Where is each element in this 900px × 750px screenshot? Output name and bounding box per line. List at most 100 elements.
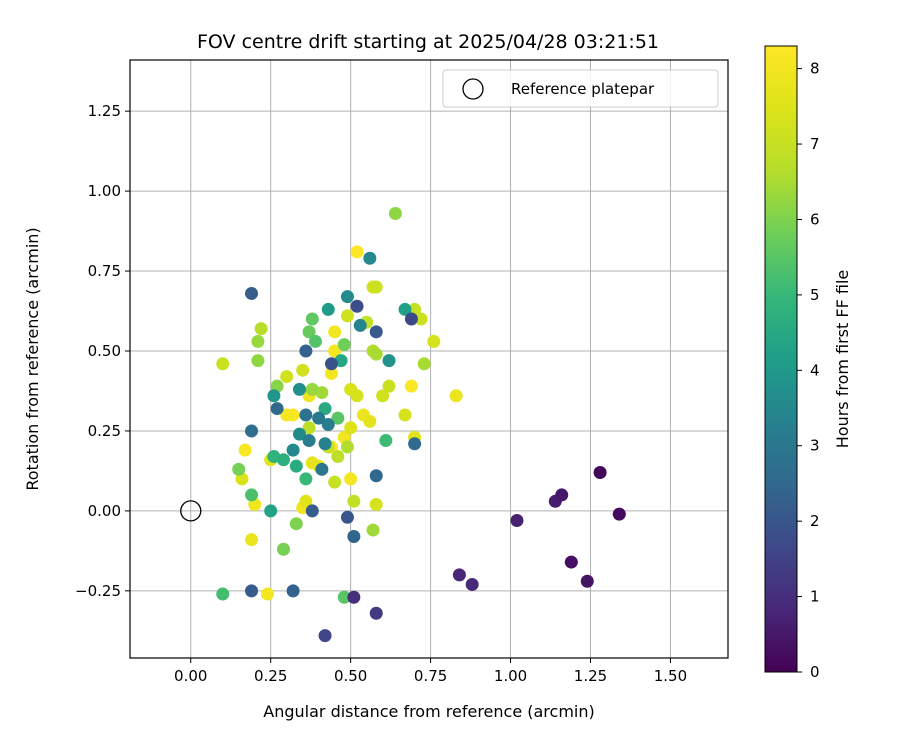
data-point — [251, 354, 265, 368]
data-point — [318, 629, 332, 643]
data-point — [353, 318, 367, 332]
data-point — [369, 280, 383, 294]
data-point — [510, 513, 524, 527]
data-point — [404, 312, 418, 326]
legend-box — [442, 69, 719, 108]
data-point — [350, 245, 364, 259]
data-point — [216, 357, 230, 371]
data-point — [324, 357, 338, 371]
data-point — [347, 529, 361, 543]
data-point — [331, 411, 345, 425]
legend-reference-marker — [462, 78, 484, 100]
data-point — [245, 584, 259, 598]
data-point — [308, 334, 322, 348]
y-tick-label: −0.25 — [75, 582, 121, 600]
colorbar-tick-label: 2 — [810, 512, 820, 530]
data-point — [376, 389, 390, 403]
data-point — [299, 472, 313, 486]
data-point — [299, 494, 313, 508]
data-point — [296, 363, 310, 377]
x-tick-label: 1.00 — [494, 667, 527, 685]
data-point — [305, 312, 319, 326]
data-point — [388, 206, 402, 220]
data-point — [328, 344, 342, 358]
colorbar-tick-label: 5 — [810, 286, 820, 304]
data-point — [299, 344, 313, 358]
data-point — [302, 421, 316, 435]
chart-title: FOV centre drift starting at 2025/04/28 … — [197, 31, 659, 53]
data-point — [398, 408, 412, 422]
data-point — [280, 370, 294, 384]
data-point — [292, 382, 306, 396]
reference-marker — [180, 500, 202, 522]
data-point — [417, 357, 431, 371]
data-point — [286, 443, 300, 457]
data-point — [270, 402, 284, 416]
plot-frame — [129, 59, 729, 659]
data-point — [366, 523, 380, 537]
data-point — [289, 459, 303, 473]
y-tick-label: 0.00 — [88, 502, 121, 520]
colorbar-ticks: 0 1 2 3 4 5 6 7 8 — [797, 60, 820, 681]
data-point — [245, 488, 259, 502]
data-point — [280, 408, 294, 422]
data-point — [340, 510, 354, 524]
data-point — [344, 472, 358, 486]
data-point — [369, 325, 383, 339]
x-tick-label: 0.50 — [334, 667, 367, 685]
data-point — [302, 434, 316, 448]
data-point — [427, 334, 441, 348]
data-point — [318, 402, 332, 416]
data-point — [216, 587, 230, 601]
data-point — [465, 577, 479, 591]
y-tick-label: 0.25 — [88, 422, 121, 440]
x-tick-label: 0.00 — [174, 667, 207, 685]
data-point — [369, 606, 383, 620]
data-point — [340, 440, 354, 454]
data-point — [580, 574, 594, 588]
data-point — [612, 507, 626, 521]
data-point — [324, 366, 338, 380]
data-point — [267, 389, 281, 403]
data-point — [305, 456, 319, 470]
colorbar-tick-label: 1 — [810, 588, 820, 606]
x-tick-label: 1.50 — [654, 667, 687, 685]
data-point — [452, 568, 466, 582]
data-point — [328, 475, 342, 489]
x-axis-ticks: 0.00 0.25 0.50 0.75 1.00 1.25 1.50 — [174, 658, 687, 685]
data-point — [302, 325, 316, 339]
colorbar-tick-label: 8 — [810, 60, 820, 78]
x-axis-label: Angular distance from reference (arcmin) — [263, 702, 594, 721]
data-point — [398, 302, 412, 316]
data-point — [369, 347, 383, 361]
data-point — [347, 590, 361, 604]
data-point — [337, 338, 351, 352]
data-point — [286, 584, 300, 598]
data-point — [564, 555, 578, 569]
data-point — [382, 354, 396, 368]
colorbar-tick-label: 3 — [810, 437, 820, 455]
data-point — [337, 590, 351, 604]
data-point — [315, 462, 329, 476]
x-tick-label: 1.25 — [574, 667, 607, 685]
data-point — [369, 469, 383, 483]
data-point — [261, 587, 275, 601]
colorbar-label: Hours from first FF file — [833, 270, 852, 449]
data-point — [292, 427, 306, 441]
scatter-points — [216, 206, 626, 643]
data-point — [321, 418, 335, 432]
x-tick-label: 0.75 — [414, 667, 447, 685]
data-point — [408, 437, 422, 451]
colorbar-tick-label: 0 — [810, 663, 820, 681]
data-point — [593, 466, 607, 480]
data-point — [363, 414, 377, 428]
y-axis-label: Rotation from reference (arcmin) — [23, 227, 42, 490]
data-point — [404, 379, 418, 393]
data-point — [276, 542, 290, 556]
data-point — [347, 494, 361, 508]
data-point — [555, 488, 569, 502]
data-point — [340, 290, 354, 304]
grid-lines — [130, 60, 728, 658]
data-point — [232, 462, 246, 476]
y-tick-label: 1.25 — [88, 102, 121, 120]
